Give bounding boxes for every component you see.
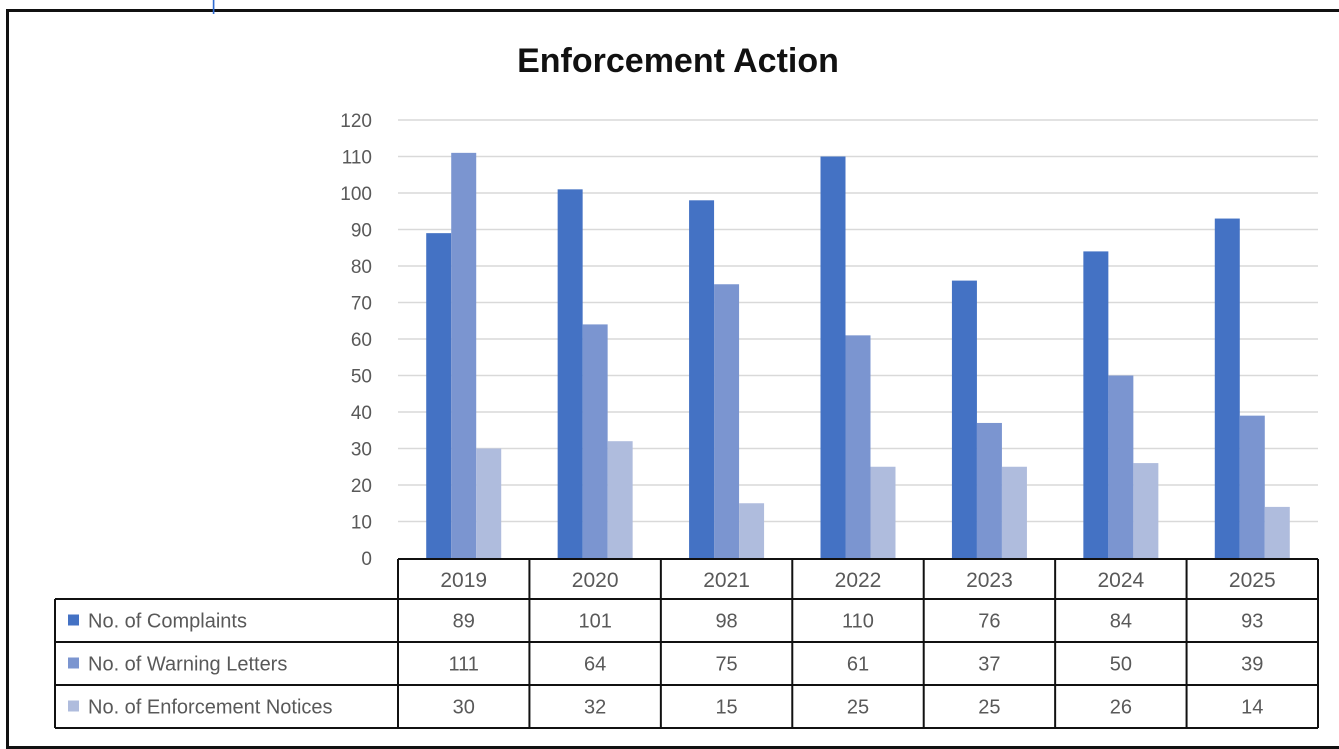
category-label-2025: 2025 [1229, 569, 1276, 592]
bar-2024-series-3 [1133, 463, 1159, 558]
y-axis-ticks: 0 10 20 30 40 50 60 70 80 90 100 110 120 [340, 111, 372, 570]
bar-2023-series-2 [976, 422, 1002, 558]
legend-swatch [68, 614, 79, 626]
bar-2024-series-2 [1108, 375, 1134, 558]
bar-2019-series-2 [451, 152, 477, 558]
data-value: 30 [453, 697, 475, 719]
data-value: 93 [1241, 611, 1263, 633]
data-value: 111 [449, 654, 479, 676]
data-table: 2019 2020 2021 2022 2023 2024 2025 No. of Compl… [54, 558, 1319, 729]
y-tick-label: 70 [351, 294, 372, 315]
bar-2024-series-1 [1083, 251, 1109, 558]
bars [426, 152, 1290, 559]
chart-title: Enforcement Action [517, 42, 839, 80]
bar-2023-series-3 [1001, 466, 1027, 558]
y-tick-label: 60 [351, 330, 372, 351]
series-label: No. of Warning Letters [88, 654, 287, 676]
y-tick-label: 0 [361, 549, 372, 570]
data-value: 37 [978, 654, 1000, 676]
data-value: 50 [1110, 654, 1132, 676]
category-label-2024: 2024 [1097, 569, 1144, 592]
y-tick-label: 10 [351, 513, 372, 534]
data-value: 26 [1110, 697, 1132, 719]
category-label-2020: 2020 [572, 569, 619, 592]
legend-swatch [68, 657, 79, 669]
series-label: No. of Complaints [88, 611, 247, 633]
bar-2022-series-2 [845, 335, 871, 558]
bar-2020-series-1 [557, 189, 583, 558]
category-label-2022: 2022 [835, 569, 882, 592]
data-value: 25 [847, 697, 869, 719]
data-value: 32 [584, 697, 606, 719]
data-value: 64 [584, 654, 606, 676]
cursor-caret-icon: | [211, 0, 217, 15]
bar-2023-series-1 [951, 280, 977, 558]
category-label-2023: 2023 [966, 569, 1013, 592]
data-value: 110 [842, 611, 874, 633]
y-tick-label: 90 [351, 221, 372, 242]
y-tick-label: 80 [351, 257, 372, 278]
gridlines [398, 119, 1318, 523]
bar-2025-series-1 [1214, 218, 1240, 559]
bar-2022-series-1 [820, 156, 846, 558]
y-tick-label: 20 [351, 476, 372, 497]
y-tick-label: 30 [351, 440, 372, 461]
data-value: 76 [978, 611, 1000, 633]
bar-2022-series-3 [870, 466, 896, 558]
bar-2025-series-2 [1239, 415, 1265, 558]
data-value: 39 [1241, 654, 1263, 676]
series-label: No. of Enforcement Notices [88, 697, 333, 719]
data-value: 98 [715, 611, 737, 633]
legend-swatch [68, 700, 79, 712]
category-label-2019: 2019 [440, 569, 487, 592]
bar-2020-series-2 [582, 324, 608, 558]
y-tick-label: 100 [340, 184, 372, 205]
data-value: 84 [1110, 611, 1132, 633]
data-value: 75 [715, 654, 737, 676]
y-tick-label: 110 [342, 148, 372, 169]
data-value: 101 [578, 611, 611, 633]
bar-2019-series-3 [476, 448, 502, 558]
bar-2019-series-1 [426, 233, 452, 558]
y-tick-label: 120 [340, 111, 372, 132]
data-value: 25 [978, 697, 1000, 719]
data-value: 61 [847, 654, 869, 676]
bar-2021-series-3 [739, 503, 765, 558]
bar-2021-series-2 [714, 284, 740, 558]
y-tick-label: 50 [351, 367, 372, 388]
bar-2020-series-3 [607, 441, 633, 558]
data-value: 89 [453, 611, 475, 633]
bar-2021-series-1 [689, 200, 715, 559]
data-value: 15 [715, 697, 737, 719]
category-label-2021: 2021 [703, 569, 750, 592]
data-value: 14 [1241, 697, 1263, 719]
y-tick-label: 40 [351, 403, 372, 424]
bar-2025-series-3 [1264, 506, 1290, 558]
